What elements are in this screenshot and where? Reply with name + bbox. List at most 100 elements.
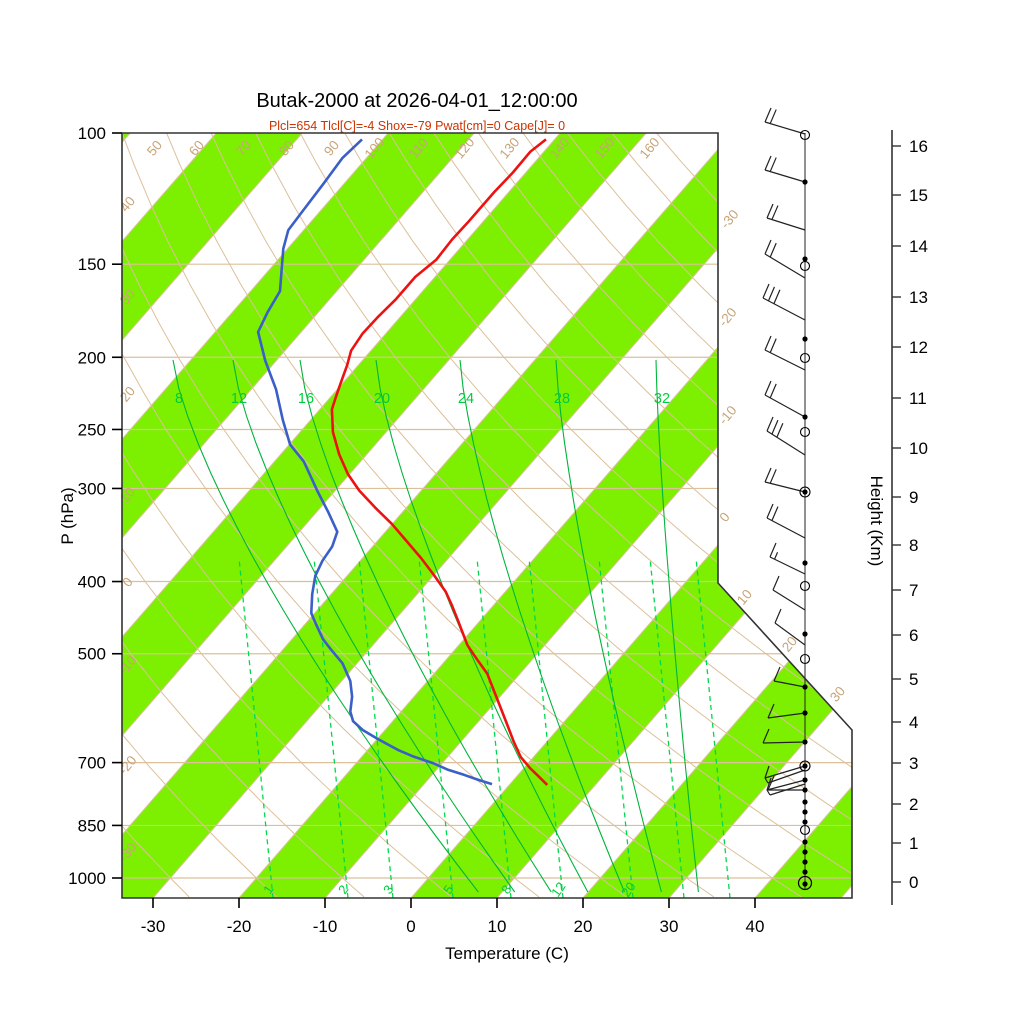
wind-level-circle	[799, 653, 811, 665]
moist-adiabat-line	[555, 359, 662, 893]
dry-adiabat-label: 80	[276, 138, 297, 159]
pressure-tick-label: 250	[78, 420, 106, 439]
dry-adiabat-line	[210, 133, 852, 898]
wind-barb	[764, 155, 806, 183]
isotherm-stripe	[122, 133, 131, 898]
temperature-tick-label: 30	[660, 917, 679, 936]
isotherm-line	[122, 133, 647, 898]
wind-level-circle	[799, 486, 811, 498]
dry-adiabat-line	[122, 133, 627, 898]
wind-barb	[764, 239, 806, 279]
wind-barb	[769, 542, 806, 575]
pressure-tick-label: 700	[78, 754, 106, 773]
wind-barb	[764, 380, 806, 418]
wind-barb	[762, 283, 806, 321]
pressure-tick-label: 200	[78, 348, 106, 367]
mixing-ratio-line	[528, 559, 564, 898]
height-tick-label: 4	[909, 713, 918, 732]
plot-background	[0, 133, 1024, 898]
isotherm-stripe	[122, 133, 819, 898]
height-tick-label: 14	[909, 237, 928, 256]
temp-label-left: 40	[117, 194, 138, 215]
temp-label-right: -10	[716, 403, 740, 428]
height-tick-label: 5	[909, 670, 918, 689]
mixing-ratio-line	[598, 559, 634, 898]
isotherm-line	[122, 133, 303, 898]
moist-adiabat-label: 24	[458, 391, 474, 407]
temp-label-right: 20	[779, 634, 800, 655]
wind-barb	[764, 765, 806, 784]
isotherm-line	[122, 133, 475, 898]
wind-barb	[764, 467, 806, 493]
pressure-tick-label: 850	[78, 816, 106, 835]
chart-title: Butak-2000 at 2026-04-01_12:00:00	[256, 90, 578, 112]
height-tick-label: 6	[909, 626, 918, 645]
wind-level-dot	[802, 256, 808, 262]
temperature-tick-label: 10	[488, 917, 507, 936]
wind-barb	[767, 703, 806, 719]
dry-adiabat-label: 130	[497, 135, 523, 162]
isotherm-line	[324, 133, 852, 898]
temp-label-right: 30	[827, 684, 848, 705]
height-tick-label: 7	[909, 581, 918, 600]
wind-barb	[772, 575, 806, 611]
pressure-tick-label: 300	[78, 479, 106, 498]
wind-level-dot	[802, 684, 808, 690]
wind-barb	[767, 775, 805, 791]
moist-adiabat-line	[232, 359, 516, 893]
isotherm-stripe	[755, 133, 852, 898]
isotherm-stripe	[583, 133, 852, 898]
wind-level-circle	[799, 352, 811, 364]
isotherm-line	[582, 133, 852, 898]
pressure-tick-label: 100	[78, 124, 106, 143]
wind-barb	[774, 608, 806, 646]
dry-adiabat-label: 90	[321, 138, 342, 159]
dry-adiabat-line	[122, 133, 802, 898]
dry-adiabat-line	[122, 133, 277, 898]
wind-barb	[762, 728, 806, 744]
pressure-tick-label: 1000	[68, 869, 106, 888]
moist-adiabat-label: 12	[231, 391, 247, 407]
dry-adiabat-label: 50	[144, 138, 165, 159]
isotherm-stripe	[122, 133, 647, 898]
temperature-tick-label: 40	[746, 917, 765, 936]
height-tick-label: 16	[909, 137, 928, 156]
isotherm-line	[122, 133, 561, 898]
wind-barb	[766, 416, 806, 456]
wind-level-dot	[802, 739, 808, 745]
height-tick-label: 10	[909, 439, 928, 458]
isotherm-line	[840, 133, 852, 898]
moist-adiabat-line	[299, 359, 552, 893]
moist-adiabat-label: 16	[298, 391, 314, 407]
moist-adiabat-line	[172, 359, 479, 893]
chart-subtitle: Plcl=654 Tlcl[C]=-4 Shox=-79 Pwat[cm]=0 …	[268, 119, 566, 133]
temp-label-right: 0	[716, 509, 732, 524]
wind-level-dot	[802, 787, 808, 793]
wind-level-circle	[799, 129, 811, 141]
moist-adiabat-line	[459, 359, 626, 893]
wind-level-dot	[802, 710, 808, 716]
isotherm-line	[0, 133, 44, 898]
height-tick-label: 0	[909, 873, 918, 892]
mixing-ratio-line	[418, 559, 454, 898]
isotherm-line	[754, 133, 852, 898]
dry-adiabat-line	[299, 133, 852, 898]
wind-level-dot	[802, 763, 808, 769]
height-tick-label: 8	[909, 536, 918, 555]
moist-adiabat-label: 20	[374, 391, 390, 407]
wind-level-dot	[802, 336, 808, 342]
wind-level-circle	[799, 426, 811, 438]
temperature-tick-label: -30	[141, 917, 166, 936]
isotherm-line	[927, 133, 1024, 898]
dry-adiabat-line	[122, 133, 452, 898]
height-tick-label: 9	[909, 488, 918, 507]
height-tick-label: 2	[909, 795, 918, 814]
mixing-ratio-label: 3	[380, 882, 396, 897]
height-tick-label: 11	[909, 389, 927, 408]
wind-level-circle	[799, 760, 811, 772]
wind-level-dot	[802, 819, 808, 825]
temperature-axis-title: Temperature (C)	[445, 944, 569, 963]
temperature-tick-label: 20	[574, 917, 593, 936]
mixing-ratio-line	[649, 559, 685, 898]
